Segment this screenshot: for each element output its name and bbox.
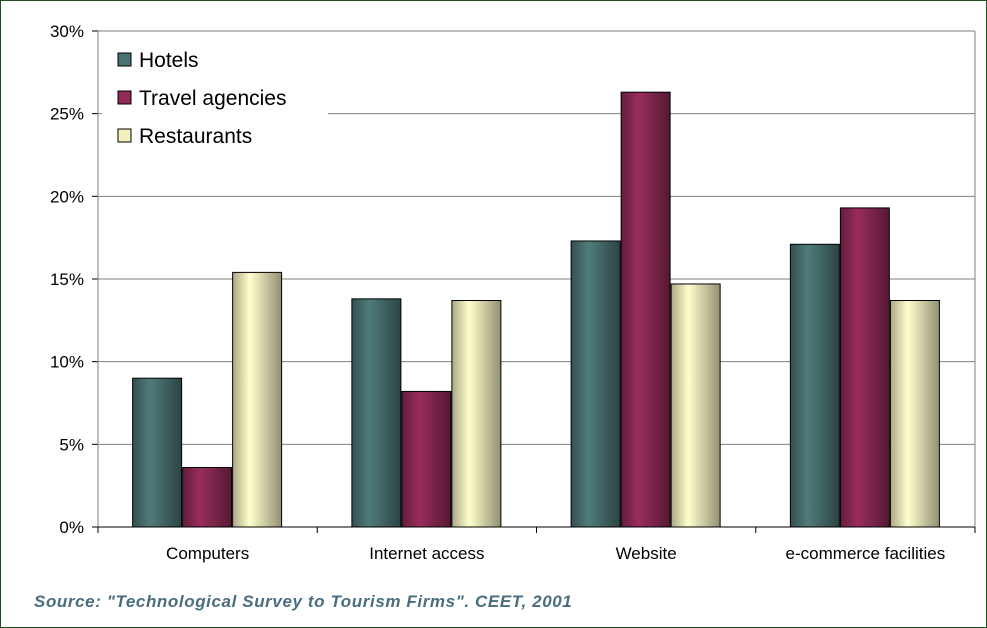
legend-swatch [117,90,132,105]
bar-restaurants-internet-access [451,299,502,528]
y-tick-label: 0% [59,518,84,537]
bar-travel-agencies-e-commerce-facilities [839,207,890,528]
x-tick-label: Website [616,544,677,563]
y-tick-label: 10% [50,353,84,372]
bar-hotels-internet-access [351,298,402,528]
y-tick-label: 20% [50,187,84,206]
bar-restaurants-website [670,283,721,528]
bar-hotels-e-commerce-facilities [789,243,840,528]
y-tick-label: 25% [50,105,84,124]
legend-label: Restaurants [139,125,252,148]
y-axis-ticks: 0% 5% 10% 15% 20% 25% 30% [50,22,98,537]
y-tick-label: 5% [59,435,84,454]
legend-label: Travel agencies [139,87,286,110]
x-tick-label: Internet access [369,544,484,563]
x-axis-ticks: Computers Internet access Website e-commerc… [97,527,976,563]
legend-swatch [117,52,132,67]
bar-hotels-website [570,240,621,528]
x-tick-label: Computers [166,544,249,563]
bar-hotels-computers [132,377,183,528]
bar-restaurants-e-commerce-facilities [889,299,940,528]
x-tick-label: e-commerce facilities [786,544,946,563]
legend-swatch [117,128,132,143]
y-tick-label: 30% [50,22,84,41]
legend: Hotels Travel agencies Restaurants [102,36,328,164]
bar-travel-agencies-website [620,91,671,528]
bar-travel-agencies-computers [182,466,233,528]
bars [132,91,940,528]
bar-travel-agencies-internet-access [401,390,452,528]
y-tick-label: 15% [50,270,84,289]
bar-restaurants-computers [232,271,283,528]
legend-box [102,36,328,164]
legend-label: Hotels [139,49,199,72]
source-note: Source: "Technological Survey to Tourism… [34,592,572,611]
